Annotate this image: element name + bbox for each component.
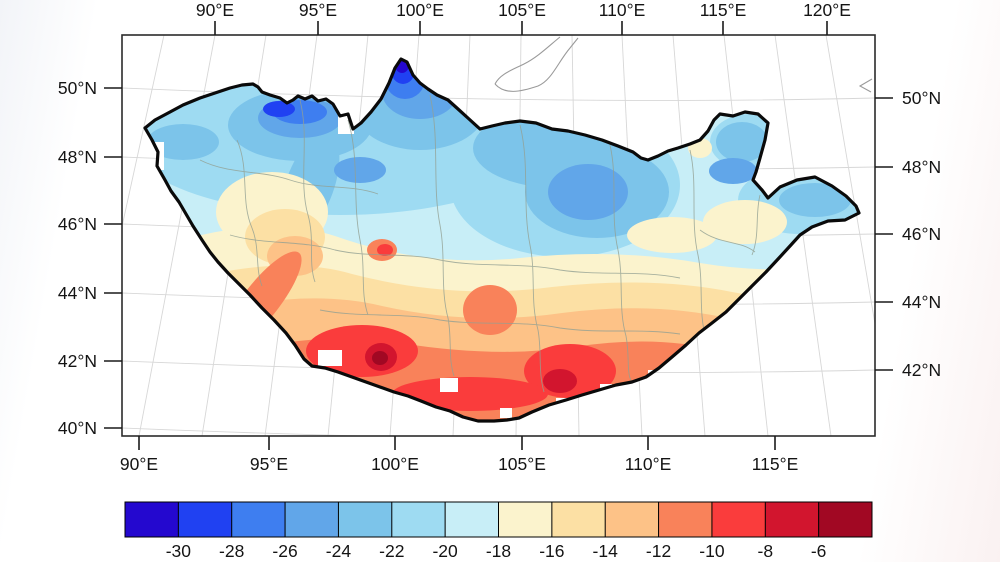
right-axis-labels: 50°N 48°N 46°N 44°N 42°N: [902, 88, 941, 380]
axis-tick-label: 40°N: [58, 418, 97, 438]
contour-blob: [372, 351, 388, 365]
axis-tick-label: 90°E: [120, 454, 158, 474]
axis-tick-label: 115°E: [700, 0, 747, 20]
axis-tick-label: 115°E: [752, 454, 799, 474]
contour-blob: [709, 158, 757, 184]
colorbar: -30 -28 -26 -24 -22 -20 -18 -16 -14 -12 …: [124, 501, 873, 561]
colorbar-tick-label: -14: [593, 541, 619, 561]
colorbar-cell: [337, 501, 393, 538]
axis-tick-label: 90°E: [196, 0, 234, 20]
colorbar-tick-label: -16: [539, 541, 564, 561]
contour-blob: [263, 101, 295, 117]
colorbar-cell: [284, 501, 340, 538]
colorbar-cell: [551, 501, 606, 538]
contour-blob: [627, 217, 717, 253]
map-frame: [121, 34, 876, 437]
bottom-axis-labels: 90°E 95°E 100°E 105°E 110°E 115°E: [120, 454, 798, 474]
colorbar-cell: [124, 501, 180, 538]
axis-tick-label: 105°E: [498, 0, 546, 20]
axis-tick-label: 42°N: [902, 360, 941, 380]
contour-blob: [334, 157, 386, 183]
axis-tick-label: 100°E: [396, 0, 444, 20]
axis-tick-label: 46°N: [902, 224, 941, 244]
colorbar-labels: -30 -28 -26 -24 -22 -20 -18 -16 -14 -12 …: [166, 541, 827, 561]
colorbar-cell: [391, 501, 446, 538]
colorbar-cell: [444, 501, 500, 538]
colorbar-cell: [818, 501, 873, 538]
contour-blob: [716, 122, 768, 162]
axis-tick-label: 120°E: [803, 0, 851, 20]
axis-tick-label: 100°E: [371, 454, 419, 474]
colorbar-cell: [231, 501, 286, 538]
colorbar-tick-label: -22: [379, 541, 404, 561]
contour-blob: [147, 124, 219, 160]
top-axis-labels: 90°E 95°E 100°E 105°E 110°E 115°E 120°E: [196, 0, 851, 20]
neighbor-border-line: [494, 36, 873, 93]
axis-tick-label: 105°E: [498, 454, 546, 474]
axis-tick-label: 44°N: [902, 292, 941, 312]
colorbar-tick-label: -24: [326, 541, 352, 561]
contour-blob: [377, 244, 393, 256]
colorbar-tick-label: -12: [646, 541, 671, 561]
colorbar-tick-label: -18: [486, 541, 511, 561]
colorbar-cell: [711, 501, 767, 538]
axis-tick-label: 50°N: [902, 88, 941, 108]
colorbar-tick-label: -6: [811, 541, 827, 561]
contour-blob: [392, 377, 548, 411]
colorbar-tick-label: -10: [699, 541, 725, 561]
axis-tick-label: 48°N: [902, 157, 941, 177]
province-boundaries: [199, 94, 761, 393]
colorbar-tick-label: -30: [166, 541, 192, 561]
axis-tick-label: 110°E: [625, 454, 672, 474]
contour-blob: [543, 369, 577, 393]
colorbar-tick-label: -8: [758, 541, 774, 561]
colorbar-tick-label: -28: [219, 541, 244, 561]
colorbar-tick-label: -20: [432, 541, 458, 561]
left-axis-labels: 50°N 48°N 46°N 44°N 42°N 40°N: [58, 78, 97, 438]
mongolia-border: [143, 57, 861, 423]
colorbar-cell: [764, 501, 820, 538]
colorbar-tick-label: -26: [272, 541, 297, 561]
axis-tick-label: 44°N: [58, 283, 97, 303]
colorbar-cell: [604, 501, 660, 538]
contour-blob: [779, 183, 851, 217]
contour-blob: [463, 285, 517, 335]
axis-tick-label: 110°E: [599, 0, 646, 20]
axis-ticks: [104, 21, 893, 450]
axis-tick-label: 95°E: [299, 0, 337, 20]
contour-blob: [548, 164, 628, 220]
axis-tick-label: 42°N: [58, 351, 97, 371]
colorbar-cell: [498, 501, 553, 538]
colorbar-cell: [177, 501, 233, 538]
colorbar-cell: [658, 501, 713, 538]
contour-blob: [703, 200, 787, 244]
axis-tick-label: 48°N: [58, 147, 97, 167]
axis-tick-label: 46°N: [58, 214, 97, 234]
axis-tick-label: 50°N: [58, 78, 97, 98]
axis-tick-label: 95°E: [250, 454, 288, 474]
